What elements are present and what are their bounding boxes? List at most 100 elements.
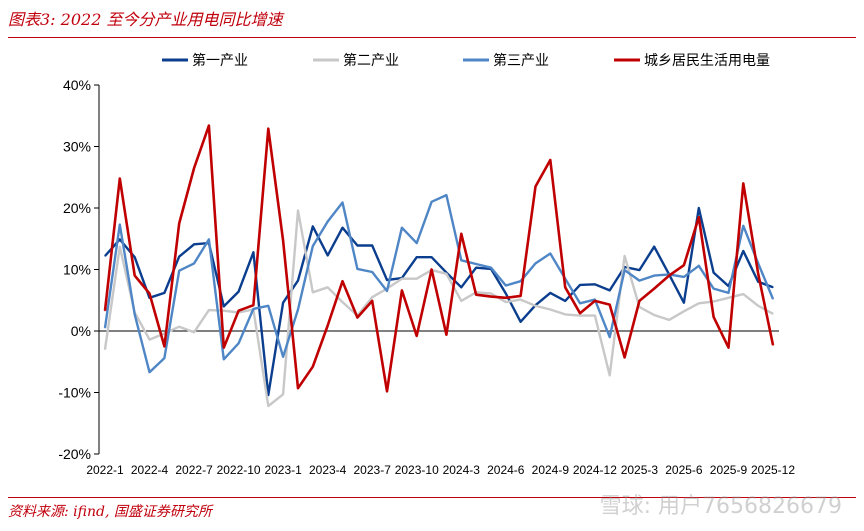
legend-label: 第二产业: [343, 52, 399, 69]
data-point: [638, 269, 641, 271]
data-point: [683, 310, 685, 312]
data-point: [193, 262, 195, 264]
x-tick-label: 2023-1: [264, 463, 302, 477]
data-point: [490, 292, 492, 295]
data-point: [772, 344, 774, 346]
data-point: [623, 356, 626, 359]
data-point: [564, 286, 566, 288]
y-tick-label: 0%: [71, 323, 91, 339]
data-point: [490, 267, 492, 269]
data-point: [430, 201, 433, 203]
data-point: [401, 227, 403, 229]
data-point: [430, 256, 433, 258]
data-point: [430, 268, 433, 271]
data-point: [327, 254, 329, 256]
data-point: [653, 287, 655, 290]
x-tick-label: 2022-1: [86, 463, 124, 477]
data-point: [609, 374, 611, 376]
data-point: [148, 371, 151, 373]
data-point: [698, 207, 700, 209]
series-line: [103, 193, 775, 374]
data-point: [223, 305, 225, 307]
legend-label: 第三产业: [493, 52, 549, 69]
data-point: [238, 291, 240, 293]
data-point: [727, 347, 730, 349]
data-point: [549, 252, 551, 255]
data-point: [327, 286, 329, 288]
data-point: [653, 275, 655, 277]
data-point: [119, 238, 121, 240]
data-point: [520, 280, 522, 282]
data-point: [208, 124, 210, 127]
data-point: [193, 331, 195, 333]
data-point: [223, 358, 225, 360]
data-point: [460, 300, 462, 302]
legend-label: 城乡居民生活用电量: [644, 53, 770, 69]
chart-series: [103, 124, 775, 408]
data-point: [772, 286, 774, 288]
x-tick-label: 2023-7: [354, 463, 392, 477]
data-point: [609, 303, 611, 306]
y-tick-label: -20%: [58, 446, 91, 462]
data-point: [520, 299, 522, 301]
data-point: [193, 243, 195, 245]
data-point: [638, 279, 641, 282]
data-point: [742, 182, 744, 184]
data-point: [267, 394, 269, 396]
x-tick-label: 2023-10: [395, 463, 439, 477]
data-point: [282, 302, 284, 304]
data-point: [371, 271, 373, 273]
data-point: [312, 291, 314, 293]
data-point: [727, 297, 730, 299]
data-point: [312, 225, 314, 228]
data-point: [683, 302, 685, 304]
data-point: [356, 316, 358, 319]
data-point: [505, 284, 507, 287]
data-point: [297, 387, 299, 389]
data-point: [208, 238, 210, 240]
data-point: [698, 216, 700, 218]
x-tick-label: 2025-3: [621, 463, 659, 477]
series-points: [104, 209, 774, 407]
data-point: [520, 321, 522, 323]
data-point: [713, 287, 715, 290]
data-point: [327, 324, 329, 327]
data-point: [609, 336, 611, 338]
data-point: [549, 292, 551, 294]
data-point: [445, 334, 448, 336]
data-point: [460, 233, 462, 235]
data-point: [564, 300, 566, 302]
data-point: [416, 242, 418, 244]
data-point: [104, 310, 106, 312]
legend-label: 第一产业: [192, 52, 248, 69]
data-point: [698, 302, 700, 304]
x-tick-label: 2024-9: [532, 463, 570, 477]
data-point: [178, 255, 180, 258]
data-point: [312, 366, 314, 368]
data-point: [579, 284, 581, 286]
data-point: [713, 316, 715, 318]
data-point: [445, 273, 448, 275]
data-point: [104, 348, 106, 351]
y-tick-label: -10%: [58, 385, 91, 401]
data-point: [505, 301, 507, 303]
data-point: [564, 313, 566, 315]
data-point: [267, 405, 269, 407]
data-point: [119, 224, 121, 226]
x-tick-label: 2022-4: [131, 463, 169, 477]
data-point: [386, 390, 388, 392]
data-point: [772, 298, 774, 300]
y-tick-label: 30%: [63, 139, 91, 155]
data-point: [757, 262, 759, 264]
y-tick-label: 20%: [63, 200, 91, 216]
bottom-rule: [8, 497, 856, 498]
x-tick-label: 2025-12: [751, 463, 795, 477]
data-point: [163, 292, 165, 294]
data-point: [623, 255, 626, 257]
data-point: [223, 347, 225, 349]
data-point: [445, 194, 448, 196]
data-point: [178, 326, 180, 328]
data-point: [252, 304, 255, 306]
data-point: [475, 294, 477, 296]
data-point: [549, 159, 551, 161]
